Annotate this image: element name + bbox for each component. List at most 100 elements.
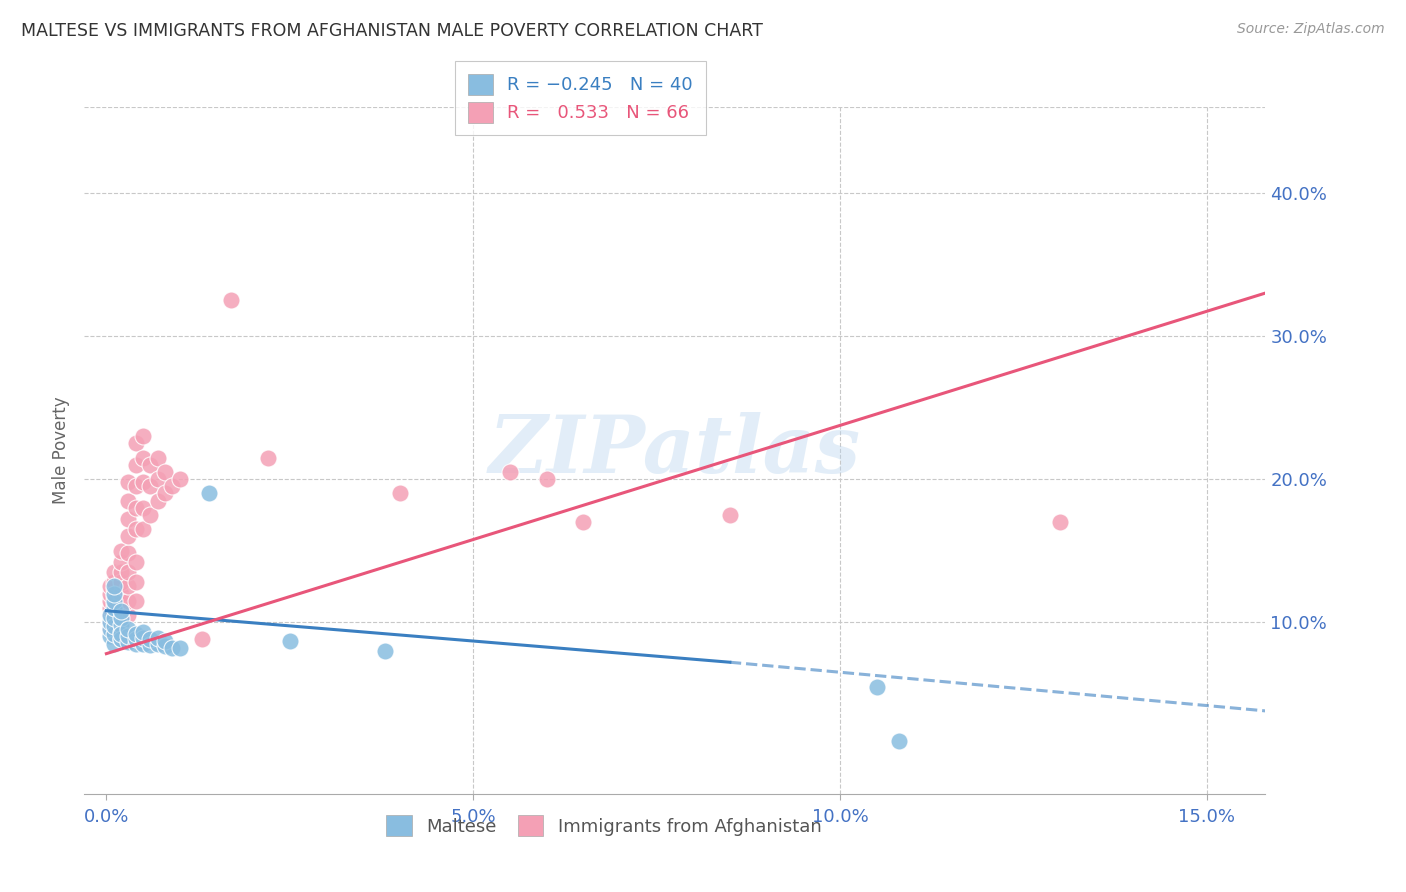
Point [110, 632, 132, 647]
Point [198, 486, 221, 500]
Point [117, 546, 139, 561]
Point [98, 623, 121, 637]
Point [103, 637, 125, 651]
Text: MALTESE VS IMMIGRANTS FROM AFGHANISTAN MALE POVERTY CORRELATION CHART: MALTESE VS IMMIGRANTS FROM AFGHANISTAN M… [21, 22, 763, 40]
Point [125, 458, 148, 472]
Point [117, 529, 139, 543]
Point [887, 734, 910, 748]
Point [103, 597, 125, 611]
Point [117, 579, 139, 593]
Point [103, 604, 125, 618]
Point [110, 626, 132, 640]
Point [499, 465, 522, 479]
Point [139, 508, 162, 522]
Point [103, 600, 125, 615]
Point [572, 515, 595, 529]
Point [153, 465, 176, 479]
Point [110, 543, 132, 558]
Point [117, 512, 139, 526]
Point [125, 575, 148, 590]
Point [718, 508, 741, 522]
Legend: Maltese, Immigrants from Afghanistan: Maltese, Immigrants from Afghanistan [380, 808, 830, 843]
Point [117, 630, 139, 644]
Point [139, 638, 162, 652]
Point [132, 429, 155, 443]
Point [117, 593, 139, 607]
Text: ZIPatlas: ZIPatlas [489, 412, 860, 489]
Point [536, 472, 558, 486]
Point [865, 680, 887, 694]
Point [103, 586, 125, 600]
Point [110, 565, 132, 579]
Point [125, 637, 148, 651]
Point [117, 635, 139, 649]
Point [110, 618, 132, 632]
Point [98, 600, 121, 615]
Point [125, 555, 148, 569]
Point [388, 486, 411, 500]
Point [110, 611, 132, 625]
Point [98, 615, 121, 630]
Point [103, 611, 125, 625]
Point [103, 626, 125, 640]
Point [139, 479, 162, 493]
Point [132, 475, 155, 489]
Point [103, 611, 125, 625]
Point [110, 611, 132, 625]
Point [98, 623, 121, 637]
Point [110, 604, 132, 618]
Point [256, 450, 278, 465]
Point [153, 640, 176, 654]
Point [110, 604, 132, 618]
Point [153, 633, 176, 648]
Point [278, 633, 301, 648]
Point [98, 593, 121, 607]
Point [117, 607, 139, 622]
Point [103, 593, 125, 607]
Point [103, 590, 125, 604]
Point [146, 450, 169, 465]
Point [103, 575, 125, 590]
Point [103, 618, 125, 632]
Point [125, 632, 148, 647]
Point [98, 579, 121, 593]
Point [162, 479, 184, 493]
Point [125, 626, 148, 640]
Point [132, 450, 155, 465]
Point [132, 500, 155, 515]
Point [110, 618, 132, 632]
Point [146, 631, 169, 645]
Point [117, 623, 139, 637]
Point [103, 582, 125, 597]
Point [98, 615, 121, 630]
Point [132, 637, 155, 651]
Point [146, 637, 169, 651]
Point [103, 619, 125, 633]
Point [110, 593, 132, 607]
Y-axis label: Male Poverty: Male Poverty [52, 397, 70, 504]
Point [169, 640, 191, 655]
Point [103, 565, 125, 579]
Point [153, 486, 176, 500]
Point [139, 458, 162, 472]
Point [117, 493, 139, 508]
Point [169, 472, 191, 486]
Point [98, 630, 121, 644]
Text: Source: ZipAtlas.com: Source: ZipAtlas.com [1237, 22, 1385, 37]
Point [110, 586, 132, 600]
Point [132, 625, 155, 640]
Point [110, 625, 132, 640]
Point [139, 632, 162, 647]
Point [146, 472, 169, 486]
Point [125, 593, 148, 607]
Point [110, 575, 132, 590]
Point [98, 607, 121, 622]
Point [219, 293, 242, 308]
Point [190, 632, 212, 647]
Point [125, 522, 148, 536]
Point [98, 586, 121, 600]
Point [132, 631, 155, 645]
Point [110, 555, 132, 569]
Point [125, 436, 148, 450]
Point [117, 565, 139, 579]
